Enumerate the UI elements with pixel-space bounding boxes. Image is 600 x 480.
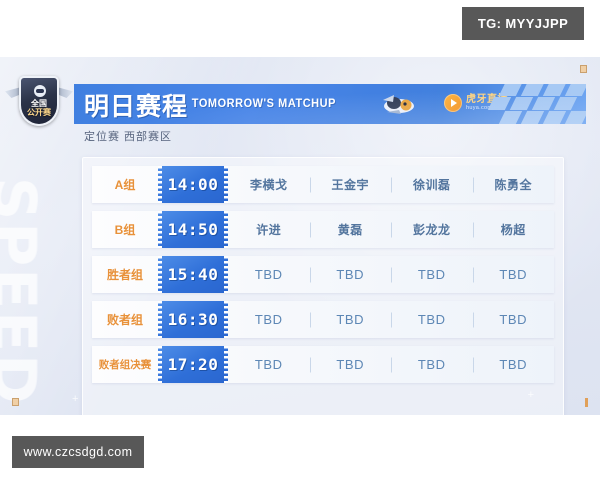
page-title: 明日赛程 — [84, 93, 189, 121]
emblem-line-1: 全国 — [31, 99, 47, 108]
tournament-emblem: 全国 公开赛 — [5, 74, 70, 140]
checkered-flag-icon — [476, 84, 586, 124]
page-subtitle-en: TOMORROW'S MATCHUP — [191, 98, 336, 110]
corner-marker-bottom-right — [585, 398, 588, 407]
play-button-icon — [444, 94, 462, 112]
player-name: 王金宇 — [310, 176, 392, 193]
match-time: 17:20 — [158, 346, 228, 383]
match-time: 14:00 — [158, 166, 228, 203]
broadcaster-url: huya.com — [466, 104, 493, 111]
plus-marker: + — [527, 389, 534, 401]
player-name: TBD — [391, 267, 473, 282]
region-subtitle: 定位赛 西部赛区 — [84, 131, 173, 143]
broadcaster-logo: 虎牙直播 huya.com — [444, 93, 508, 113]
match-time: 16:30 — [158, 301, 228, 338]
group-label: 败者组 — [106, 313, 143, 327]
player-name: 徐训磊 — [391, 176, 473, 193]
player-list: TBD TBD TBD TBD — [228, 346, 554, 383]
corner-marker-top-right — [580, 65, 587, 73]
player-name: TBD — [310, 267, 392, 282]
telegram-watermark: TG: MYYJJPP — [462, 7, 584, 40]
group-label: B组 — [114, 223, 136, 237]
header-bar: 明日赛程 TOMORROW'S MATCHUP 虎牙直播 huya.com — [74, 84, 586, 124]
helmet-icon — [34, 85, 46, 97]
player-list: 许进 黄磊 彭龙龙 杨超 — [228, 211, 554, 248]
player-name: TBD — [473, 267, 555, 282]
shield-icon — [19, 76, 59, 126]
group-label: 败者组决赛 — [98, 359, 152, 371]
website-watermark: www.czcsdgd.com — [12, 436, 144, 468]
player-name: 许进 — [256, 223, 282, 237]
player-name: TBD — [254, 267, 283, 282]
speed-watermark: SPEED — [0, 177, 50, 406]
corner-marker-bottom-left — [12, 398, 19, 406]
match-time: 15:40 — [158, 256, 228, 293]
group-label: A组 — [114, 178, 136, 192]
player-name: 李横戈 — [249, 178, 288, 192]
player-name: TBD — [310, 357, 392, 372]
table-row: 败者组 16:30 TBD TBD TBD TBD — [92, 301, 554, 338]
broadcast-graphic-stage: SPEED 全国 公开赛 明日赛程 TOMORROW'S MATCHUP — [0, 57, 600, 415]
player-name: TBD — [310, 312, 392, 327]
table-row: A组 14:00 李横戈 王金宇 徐训磊 陈勇全 — [92, 166, 554, 203]
racer-mascot-icon — [383, 95, 414, 114]
emblem-line-2: 公开赛 — [27, 108, 51, 117]
player-name: TBD — [254, 357, 283, 372]
player-list: TBD TBD TBD TBD — [228, 256, 554, 293]
schedule-card: A组 14:00 李横戈 王金宇 徐训磊 陈勇全 B组 14:50 许进 黄磊 … — [82, 157, 564, 415]
player-list: 李横戈 王金宇 徐训磊 陈勇全 — [228, 166, 554, 203]
player-name: 陈勇全 — [473, 176, 555, 193]
emblem-text: 全国 公开赛 — [14, 99, 64, 117]
player-name: 彭龙龙 — [391, 221, 473, 238]
table-row: 胜者组 15:40 TBD TBD TBD TBD — [92, 256, 554, 293]
player-name: TBD — [473, 357, 555, 372]
table-row: B组 14:50 许进 黄磊 彭龙龙 杨超 — [92, 211, 554, 248]
player-name: 杨超 — [473, 221, 555, 238]
table-row: 败者组决赛 17:20 TBD TBD TBD TBD — [92, 346, 554, 383]
player-name: TBD — [473, 312, 555, 327]
match-time: 14:50 — [158, 211, 228, 248]
header: 明日赛程 TOMORROW'S MATCHUP 虎牙直播 huya.com — [0, 84, 600, 143]
player-name: TBD — [391, 357, 473, 372]
broadcaster-name: 虎牙直播 — [466, 93, 508, 105]
player-list: TBD TBD TBD TBD — [228, 301, 554, 338]
player-name: TBD — [254, 312, 283, 327]
plus-marker: + — [72, 393, 79, 405]
group-label: 胜者组 — [106, 268, 143, 282]
player-name: TBD — [391, 312, 473, 327]
player-name: 黄磊 — [310, 221, 392, 238]
